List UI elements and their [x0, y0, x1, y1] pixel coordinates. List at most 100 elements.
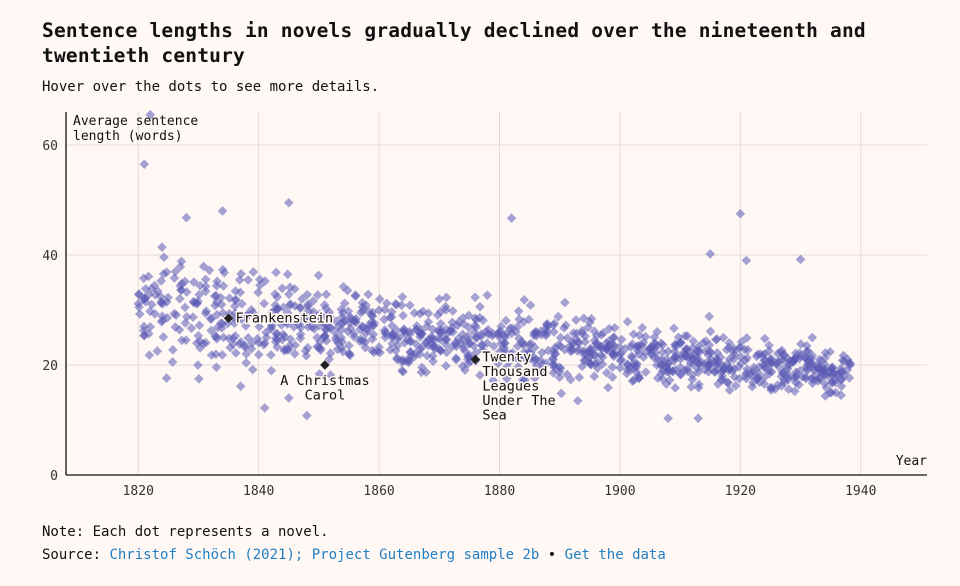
novel-dot	[181, 335, 191, 345]
novel-dot	[571, 315, 581, 325]
note-text: Note: Each dot represents a novel.	[42, 524, 329, 540]
novel-dot	[180, 302, 190, 313]
novel-dot	[159, 252, 169, 263]
novel-dot	[705, 249, 716, 259]
novel-dot	[513, 306, 524, 316]
novel-dot	[192, 338, 202, 348]
novel-dot	[427, 339, 438, 350]
novel-dot	[615, 363, 625, 373]
novel-dot	[682, 331, 693, 341]
novel-dot	[146, 299, 157, 310]
novel-dot	[609, 332, 619, 342]
novel-dot	[235, 287, 246, 298]
novel-dot	[586, 313, 597, 324]
novel-dot	[474, 312, 485, 323]
novel-dot	[493, 358, 503, 369]
novel-dot	[216, 323, 227, 333]
novel-dot	[325, 370, 336, 380]
novel-dot	[342, 285, 353, 296]
novel-dot	[168, 345, 178, 355]
novel-dot	[783, 369, 793, 379]
novel-dot	[243, 275, 253, 285]
novel-dot	[182, 311, 192, 322]
novel-dot	[351, 314, 361, 324]
novel-dot	[374, 305, 384, 316]
get-data-link[interactable]: Get the data	[564, 547, 666, 563]
novel-dot	[315, 345, 326, 355]
x-tick-label: 1900	[604, 484, 635, 499]
novel-dot	[290, 340, 300, 350]
novel-dot	[718, 332, 729, 343]
novel-dot	[670, 383, 681, 393]
novel-dot	[158, 332, 169, 342]
x-tick-label: 1840	[243, 484, 274, 499]
novel-dot	[139, 159, 150, 170]
novel-dot	[285, 334, 296, 345]
novel-dot	[149, 280, 160, 291]
novel-dot	[313, 270, 324, 281]
novel-dot	[549, 327, 559, 337]
novel-dot	[844, 373, 855, 383]
novel-dot	[423, 317, 434, 327]
novel-dot	[204, 265, 215, 276]
novel-dot	[704, 340, 715, 350]
novel-dot	[143, 328, 154, 339]
novel-dot	[751, 351, 762, 362]
source-line: Source: Christof Schöch (2021); Project …	[42, 547, 666, 563]
novel-dot	[195, 280, 205, 291]
novel-dot	[607, 372, 618, 382]
novel-dot	[548, 320, 559, 331]
novel-dot	[686, 382, 697, 392]
annotation-label: Frankenstein	[236, 310, 334, 326]
novel-dot	[441, 361, 451, 371]
novel-dot	[741, 333, 752, 343]
novel-dot	[294, 302, 305, 313]
novel-dot	[169, 308, 180, 319]
novel-dot	[259, 403, 270, 413]
novel-dot	[596, 350, 607, 360]
novel-dot	[308, 296, 318, 306]
novel-dot	[649, 353, 660, 363]
novel-dot	[638, 352, 649, 362]
novel-dot	[175, 293, 185, 304]
novel-dot	[451, 353, 461, 363]
novel-dot	[556, 388, 567, 399]
novel-dot	[709, 366, 720, 377]
novel-dot	[390, 299, 401, 309]
x-tick-label: 1920	[725, 484, 756, 499]
novel-dot	[499, 345, 510, 355]
novel-dot	[541, 326, 552, 336]
novel-dot	[200, 308, 211, 319]
novel-dot	[622, 316, 633, 327]
chart-subtitle: Hover over the dots to see more details.	[42, 79, 380, 95]
novel-dot	[375, 347, 385, 358]
novel-dot	[703, 350, 714, 360]
y-tick-label: 20	[42, 359, 58, 374]
novel-dot	[441, 292, 452, 303]
y-axis-label: Average sentence length (words)	[73, 114, 198, 144]
novel-dot	[530, 373, 540, 383]
novel-dot	[266, 365, 277, 376]
novel-dot	[669, 347, 680, 357]
novel-dot	[764, 368, 775, 379]
novel-dot	[152, 346, 163, 356]
novel-dot	[663, 346, 673, 357]
novel-dot	[555, 332, 566, 343]
novel-dot	[693, 413, 704, 424]
separator: •	[547, 547, 557, 563]
novel-dot	[282, 269, 293, 280]
novel-dot	[253, 287, 263, 298]
source-link[interactable]: Christof Schöch (2021); Project Gutenber…	[109, 547, 540, 563]
novel-dot	[170, 266, 181, 277]
novel-dot	[632, 345, 643, 356]
novel-dot	[349, 328, 359, 339]
novel-dot	[396, 300, 407, 311]
novel-dot	[661, 379, 672, 389]
novel-dot	[180, 276, 190, 287]
novel-dot	[217, 350, 228, 360]
novel-dot	[366, 310, 377, 321]
novel-dot	[367, 334, 378, 344]
novel-dot	[536, 365, 546, 375]
novel-dot	[193, 360, 203, 370]
novel-dot	[631, 360, 642, 370]
